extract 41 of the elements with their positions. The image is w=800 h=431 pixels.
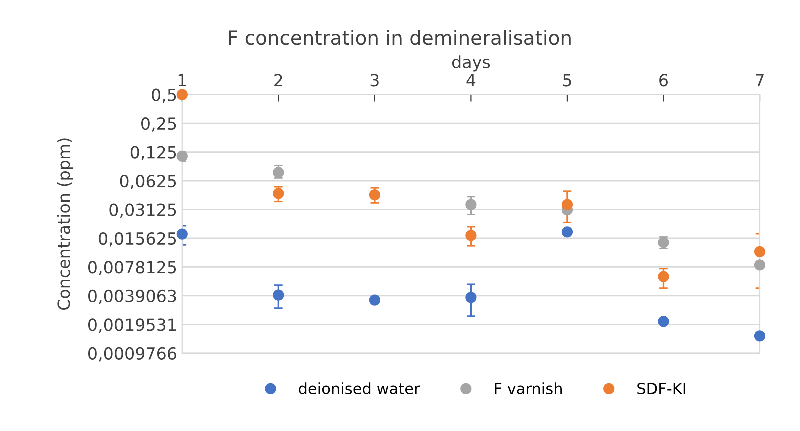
point [369, 190, 380, 201]
point [273, 188, 284, 200]
point [466, 292, 477, 304]
point [562, 199, 574, 210]
y-tick-label: 0,25 [142, 118, 176, 132]
point [658, 271, 670, 282]
x-tick-label: 3 [370, 74, 379, 87]
legend-label: F varnish [495, 382, 562, 395]
point [658, 316, 670, 328]
point [176, 228, 188, 240]
point [466, 199, 477, 210]
y-tick-label: 0,03125 [110, 204, 176, 218]
point [562, 226, 574, 238]
y-tick-label: 0,0009766 [88, 347, 176, 362]
point [754, 260, 766, 271]
chart-title: F concentration in demineralisation [229, 30, 571, 46]
x-tick-label: 6 [660, 74, 668, 87]
point [369, 294, 380, 306]
point [466, 230, 477, 242]
legend-label: SDF-KI [638, 382, 686, 395]
legend-label: deionised water [299, 382, 420, 395]
point [754, 330, 766, 342]
x-axis-title: days [452, 56, 490, 72]
y-tick-label: 0,0078125 [88, 261, 176, 276]
point [176, 150, 188, 162]
point [273, 290, 284, 301]
point [273, 167, 284, 178]
point [176, 89, 188, 100]
y-tick-label: 0,0039063 [88, 290, 176, 304]
y-tick-label: 0,5 [152, 88, 176, 104]
x-tick-label: 2 [274, 74, 282, 86]
y-axis-title: Concentration (ppm) [57, 138, 74, 310]
y-tick-label: 0,015625 [99, 232, 176, 247]
y-tick-label: 0,125 [130, 146, 176, 161]
y-tick-label: 0,0019531 [88, 318, 176, 333]
x-tick-label: 1 [178, 74, 186, 86]
x-tick-label: 5 [563, 74, 572, 87]
x-tick-label: 7 [756, 74, 764, 86]
y-tick-label: 0,0625 [120, 174, 176, 190]
point [754, 246, 766, 258]
x-tick-label: 4 [466, 74, 476, 86]
